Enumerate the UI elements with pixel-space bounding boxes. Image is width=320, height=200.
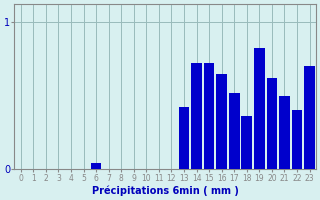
Bar	[254, 48, 265, 169]
Bar	[229, 93, 240, 169]
Bar	[179, 107, 189, 169]
Bar	[241, 116, 252, 169]
Bar	[304, 66, 315, 169]
Bar	[292, 110, 302, 169]
Bar	[191, 63, 202, 169]
X-axis label: Précipitations 6min ( mm ): Précipitations 6min ( mm )	[92, 185, 239, 196]
Bar	[204, 63, 214, 169]
Bar	[267, 78, 277, 169]
Bar	[279, 96, 290, 169]
Bar	[91, 163, 101, 169]
Bar	[216, 74, 227, 169]
